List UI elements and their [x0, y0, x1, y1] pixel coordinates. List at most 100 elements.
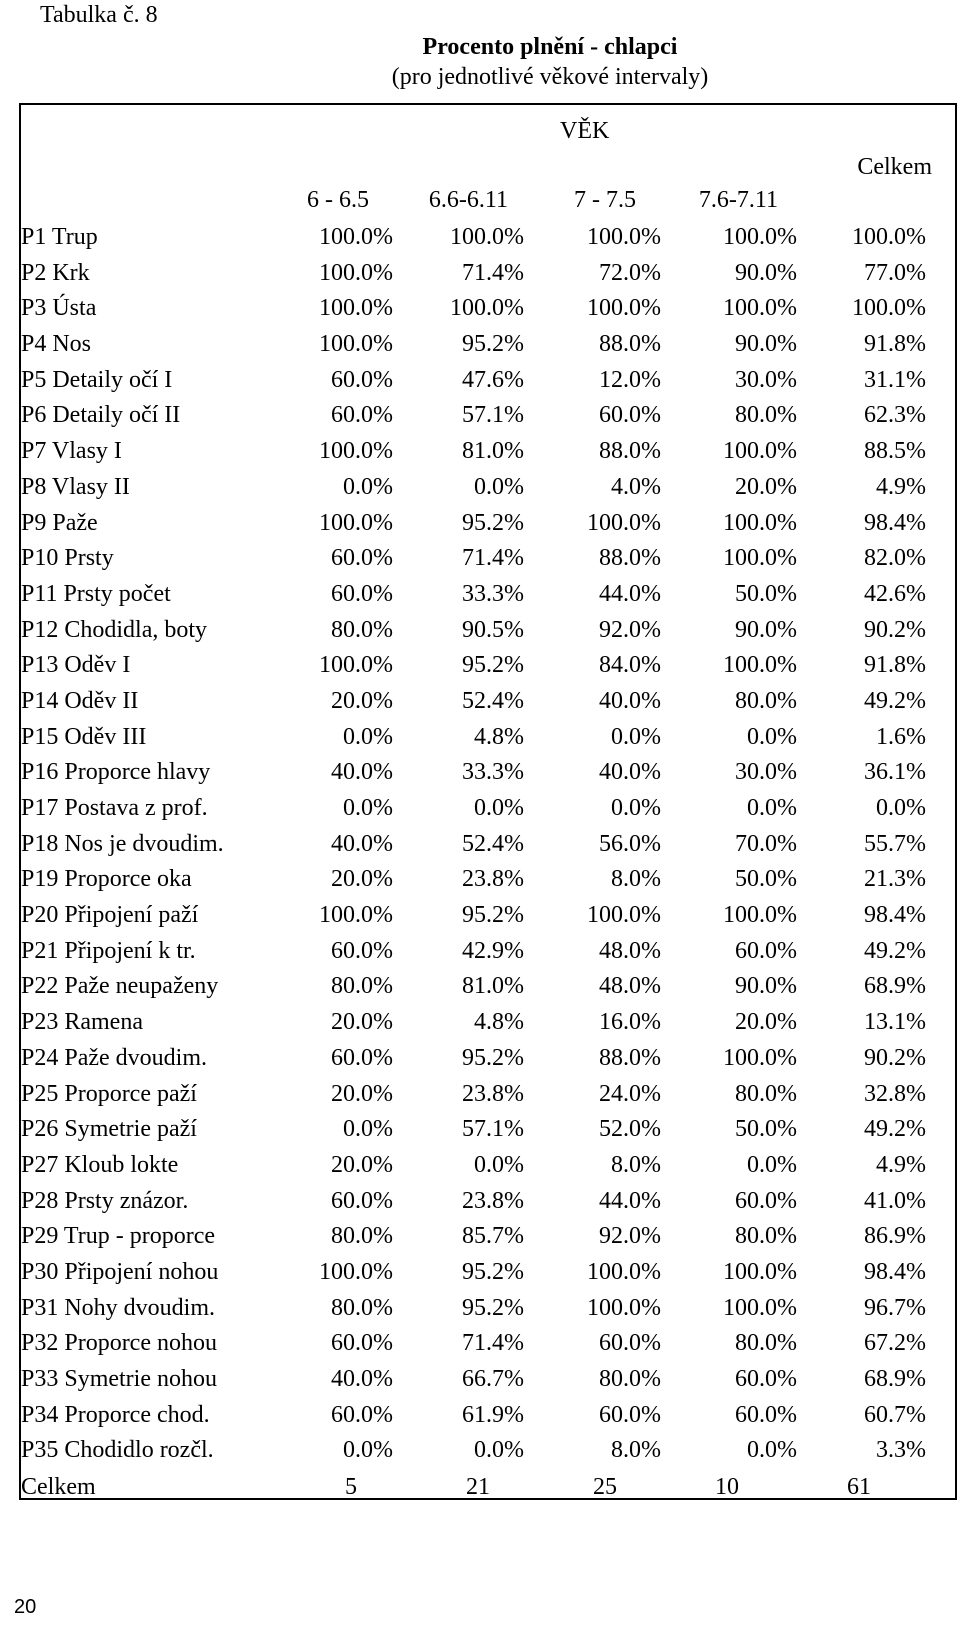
row-value-cell: 20.0%: [331, 1151, 393, 1178]
row-value-cell: 47.6%: [462, 366, 524, 393]
total-column-header: Celkem: [857, 154, 932, 180]
row-value-cell: 100.0%: [723, 1044, 797, 1071]
table-row: P2 Krk 100.0% 71.4% 72.0% 90.0% 77.0%: [0, 256, 960, 292]
table-row: P34 Proporce chod. 60.0% 61.9% 60.0% 60.0% 60…: [0, 1398, 960, 1434]
row-value-cell: 0.0%: [747, 723, 797, 750]
row-label: P10 Prsty: [21, 545, 114, 572]
row-label: P22 Paže neupaženy: [21, 973, 219, 1000]
row-value-cell: 100.0%: [587, 509, 661, 536]
row-value-cell: 61.9%: [462, 1401, 524, 1428]
row-value-cell: 20.0%: [735, 473, 797, 500]
row-value-cell: 100.0%: [319, 331, 393, 358]
row-value-cell: 81.0%: [462, 438, 524, 465]
row-value-cell: 20.0%: [331, 1080, 393, 1107]
row-value-cell: 60.0%: [599, 1330, 661, 1357]
row-value-cell: 95.2%: [462, 902, 524, 929]
row-value-cell: 0.0%: [343, 723, 393, 750]
row-value-cell: 8.0%: [611, 866, 661, 893]
table-body: P1 Trup 100.0% 100.0% 100.0% 100.0% 100.0% P2 …: [0, 220, 960, 1469]
table-row: P33 Symetrie nohou 40.0% 66.7% 80.0% 60.0% 68…: [0, 1362, 960, 1398]
row-value-cell: 0.0%: [343, 1437, 393, 1464]
row-value-cell: 80.0%: [331, 973, 393, 1000]
row-label: P32 Proporce nohou: [21, 1330, 217, 1357]
row-label: P16 Proporce hlavy: [21, 759, 211, 786]
row-total-cell: 4.9%: [876, 1151, 926, 1178]
row-value-cell: 80.0%: [735, 1223, 797, 1250]
row-value-cell: 95.2%: [462, 652, 524, 679]
row-value-cell: 88.0%: [599, 331, 661, 358]
row-total-cell: 67.2%: [864, 1330, 926, 1357]
row-value-cell: 50.0%: [735, 580, 797, 607]
row-value-cell: 40.0%: [331, 1366, 393, 1392]
row-total-cell: 98.4%: [864, 1258, 926, 1285]
row-value-cell: 33.3%: [462, 759, 524, 786]
row-value-cell: 70.0%: [735, 830, 797, 857]
table-row: P19 Proporce oka 20.0% 23.8% 8.0% 50.0% 21.3%: [0, 862, 960, 898]
row-value-cell: 66.7%: [462, 1366, 524, 1392]
column-header-7.6-7.11: 7.6-7.11: [698, 187, 778, 213]
row-total-cell: 91.8%: [864, 331, 926, 358]
row-value-cell: 100.0%: [319, 438, 393, 465]
row-label: P11 Prsty počet: [21, 580, 171, 607]
row-value-cell: 24.0%: [599, 1080, 661, 1107]
row-value-cell: 100.0%: [319, 224, 393, 250]
row-value-cell: 52.4%: [462, 687, 524, 714]
row-value-cell: 60.0%: [599, 1401, 661, 1428]
row-value-cell: 90.0%: [735, 616, 797, 643]
row-value-cell: 40.0%: [599, 759, 661, 786]
row-label: P25 Proporce paží: [21, 1080, 197, 1107]
row-total-cell: 100.0%: [852, 295, 926, 322]
column-header-7-7.5: 7 - 7.5: [574, 187, 636, 213]
table-subtitle: (pro jednotlivé věkové intervaly): [391, 64, 709, 90]
row-total-cell: 1.6%: [876, 723, 926, 750]
row-label: P18 Nos je dvoudim.: [21, 830, 224, 857]
row-value-cell: 42.9%: [462, 937, 524, 964]
row-value-cell: 90.0%: [735, 331, 797, 358]
row-value-cell: 44.0%: [599, 580, 661, 607]
row-value-cell: 84.0%: [599, 652, 661, 679]
row-value-cell: 60.0%: [735, 937, 797, 964]
row-value-cell: 100.0%: [319, 259, 393, 286]
row-value-cell: 100.0%: [723, 438, 797, 465]
row-value-cell: 80.0%: [331, 616, 393, 643]
table-row: P20 Připojení paží 100.0% 95.2% 100.0% 100.0…: [0, 898, 960, 934]
row-label: P5 Detaily očí I: [21, 366, 173, 393]
row-value-cell: 80.0%: [735, 402, 797, 429]
table-row: P8 Vlasy II 0.0% 0.0% 4.0% 20.0% 4.9%: [0, 470, 960, 506]
row-total-cell: 98.4%: [864, 509, 926, 536]
row-total-cell: 68.9%: [864, 973, 926, 1000]
table-row: P14 Oděv II 20.0% 52.4% 40.0% 80.0% 49.2%: [0, 684, 960, 720]
row-value-cell: 33.3%: [462, 580, 524, 607]
row-value-cell: 100.0%: [723, 295, 797, 322]
row-value-cell: 95.2%: [462, 1294, 524, 1321]
row-label: P2 Krk: [21, 259, 90, 286]
table-row: P16 Proporce hlavy 40.0% 33.3% 40.0% 30.0% 36…: [0, 755, 960, 791]
row-label: P26 Symetrie paží: [21, 1116, 197, 1143]
row-value-cell: 4.0%: [611, 473, 661, 500]
row-value-cell: 60.0%: [331, 402, 393, 429]
row-value-cell: 80.0%: [735, 687, 797, 714]
row-value-cell: 50.0%: [735, 866, 797, 893]
table-row: P25 Proporce paží 20.0% 23.8% 24.0% 80.0% 32.…: [0, 1077, 960, 1113]
row-label: P14 Oděv II: [21, 687, 139, 714]
row-value-cell: 60.0%: [735, 1401, 797, 1428]
row-value-cell: 40.0%: [331, 759, 393, 786]
row-value-cell: 0.0%: [747, 795, 797, 821]
row-value-cell: 0.0%: [474, 795, 524, 821]
row-value-cell: 100.0%: [587, 1258, 661, 1285]
row-value-cell: 20.0%: [331, 687, 393, 714]
table-row: P10 Prsty 60.0% 71.4% 88.0% 100.0% 82.0%: [0, 541, 960, 577]
total-count: 21: [466, 1474, 490, 1500]
row-value-cell: 71.4%: [462, 545, 524, 572]
table-row: P7 Vlasy I 100.0% 81.0% 88.0% 100.0% 88.5%: [0, 434, 960, 470]
row-value-cell: 4.8%: [474, 1009, 524, 1036]
table-frame: [19, 103, 957, 1500]
table-row: P12 Chodidla, boty 80.0% 90.5% 92.0% 90.0% 90…: [0, 613, 960, 649]
row-label: P24 Paže dvoudim.: [21, 1044, 207, 1071]
row-total-cell: 42.6%: [864, 580, 926, 607]
table-row: P6 Detaily očí II 60.0% 57.1% 60.0% 80.0% 62.…: [0, 398, 960, 434]
row-value-cell: 56.0%: [599, 830, 661, 857]
table-row: P17 Postava z prof. 0.0% 0.0% 0.0% 0.0% 0.0%: [0, 791, 960, 827]
row-value-cell: 20.0%: [735, 1009, 797, 1036]
row-value-cell: 88.0%: [599, 438, 661, 465]
